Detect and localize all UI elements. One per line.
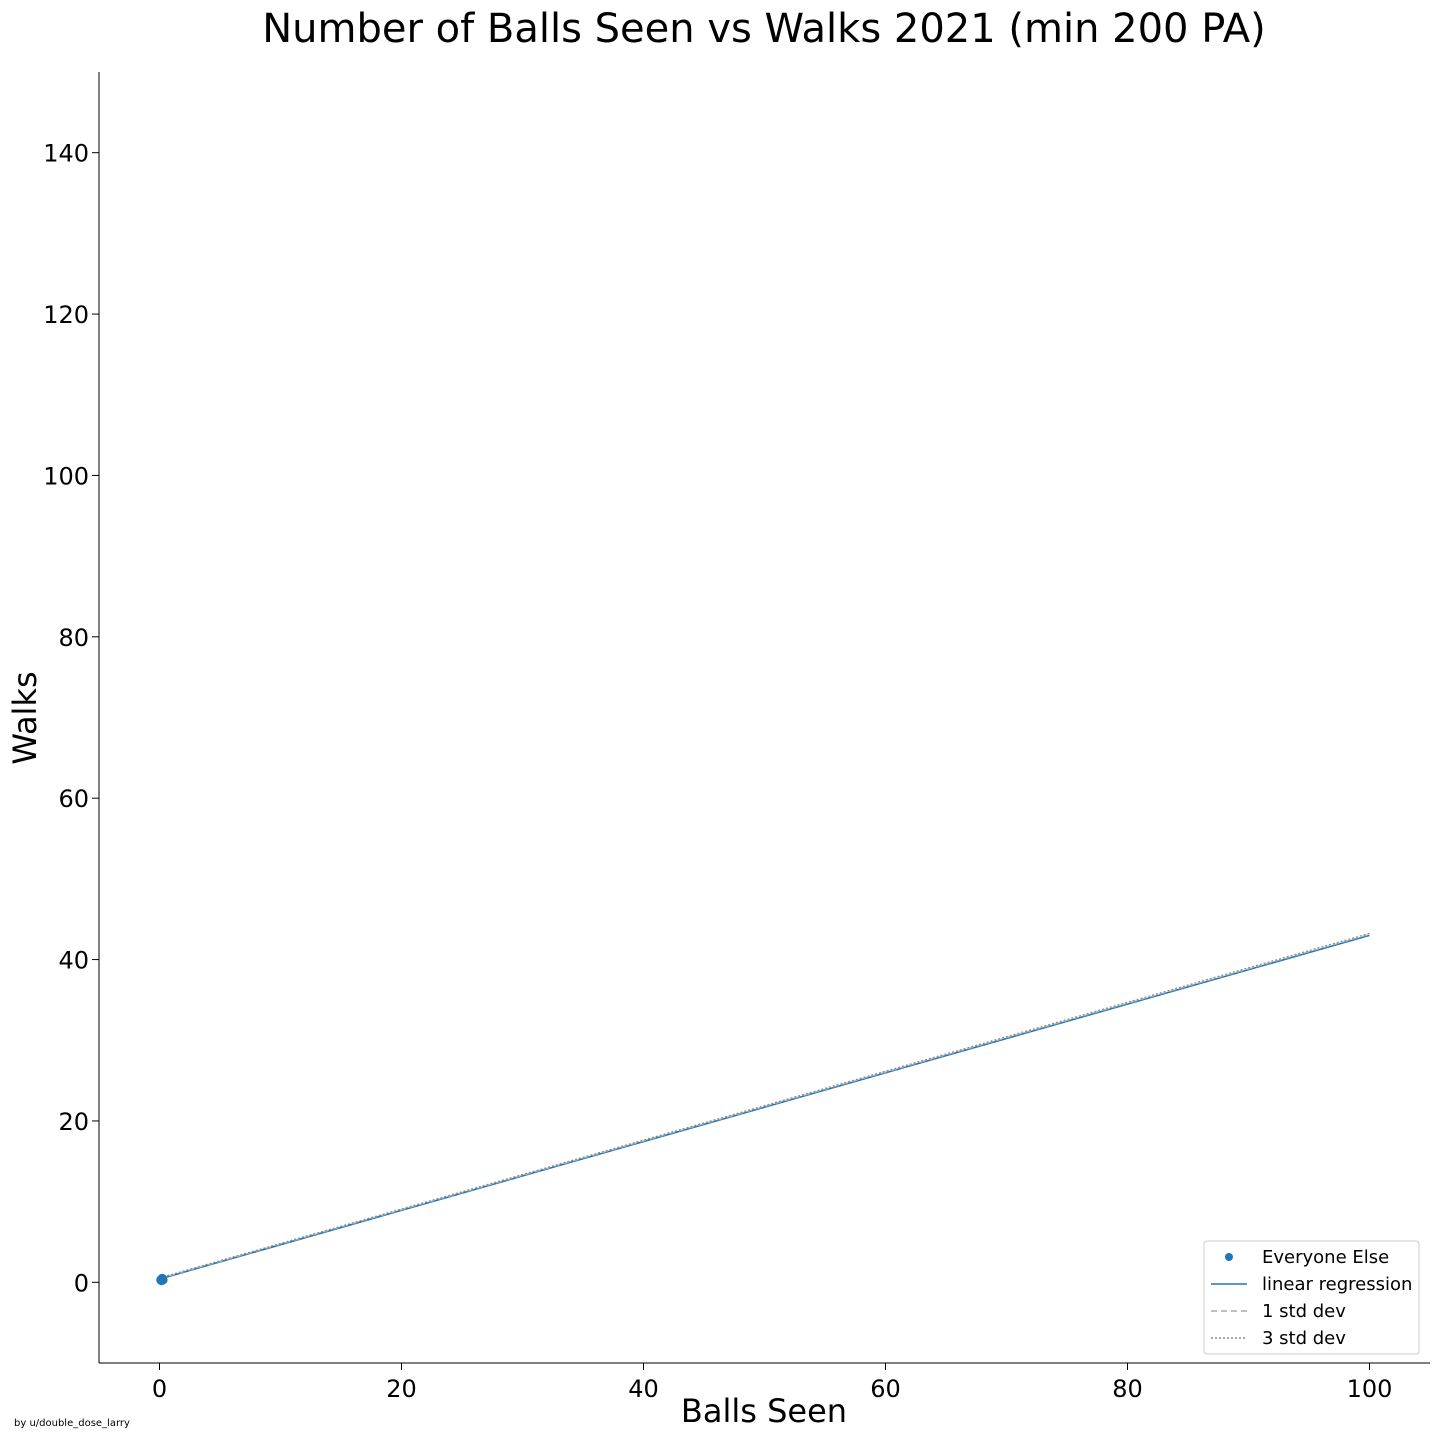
y-tick-label: 0 bbox=[74, 1269, 89, 1297]
x-tick-label: 80 bbox=[1112, 1375, 1143, 1403]
x-tick-label: 100 bbox=[1347, 1375, 1393, 1403]
y-tick-label: 40 bbox=[58, 947, 89, 975]
legend-label-linear-regression: linear regression bbox=[1262, 1274, 1412, 1295]
legend-label-everyone-else: Everyone Else bbox=[1262, 1247, 1389, 1268]
chart-title: Number of Balls Seen vs Walks 2021 (min … bbox=[262, 6, 1266, 52]
y-tick-label: 140 bbox=[43, 140, 89, 168]
x-tick-label: 40 bbox=[628, 1375, 659, 1403]
x-tick-label: 0 bbox=[152, 1375, 167, 1403]
legend-label-1-std-dev: 1 std dev bbox=[1262, 1301, 1346, 1322]
axes bbox=[98, 72, 1430, 1364]
y-tick-label: 100 bbox=[43, 462, 89, 490]
legend-marker-everyone-else bbox=[1225, 1253, 1233, 1261]
y-tick-label: 80 bbox=[58, 624, 89, 652]
plot-area bbox=[156, 932, 1370, 1286]
legend-label-3-std-dev: 3 std dev bbox=[1262, 1328, 1346, 1349]
series-line-3-std-dev bbox=[159, 932, 1370, 1279]
y-tick-label: 60 bbox=[58, 785, 89, 813]
x-ticks: 0 20 40 60 80 100 bbox=[152, 1363, 1393, 1403]
x-axis-label: Balls Seen bbox=[681, 1392, 847, 1430]
y-axis-label: Walks bbox=[6, 671, 44, 764]
x-tick-label: 60 bbox=[870, 1375, 901, 1403]
y-tick-label: 20 bbox=[58, 1108, 89, 1136]
y-tick-label: 120 bbox=[43, 301, 89, 329]
legend-box bbox=[1203, 1240, 1420, 1355]
series-line-linear-regression bbox=[159, 934, 1370, 1280]
y-ticks: 0 20 40 60 80 100 120 140 bbox=[43, 140, 99, 1297]
credit-text: by u/double_dose_larry bbox=[14, 1418, 130, 1429]
legend: Everyone Else linear regression 1 std dev 3… bbox=[1203, 1240, 1420, 1355]
scatter-point bbox=[157, 1276, 167, 1286]
x-tick-label: 20 bbox=[386, 1375, 417, 1403]
